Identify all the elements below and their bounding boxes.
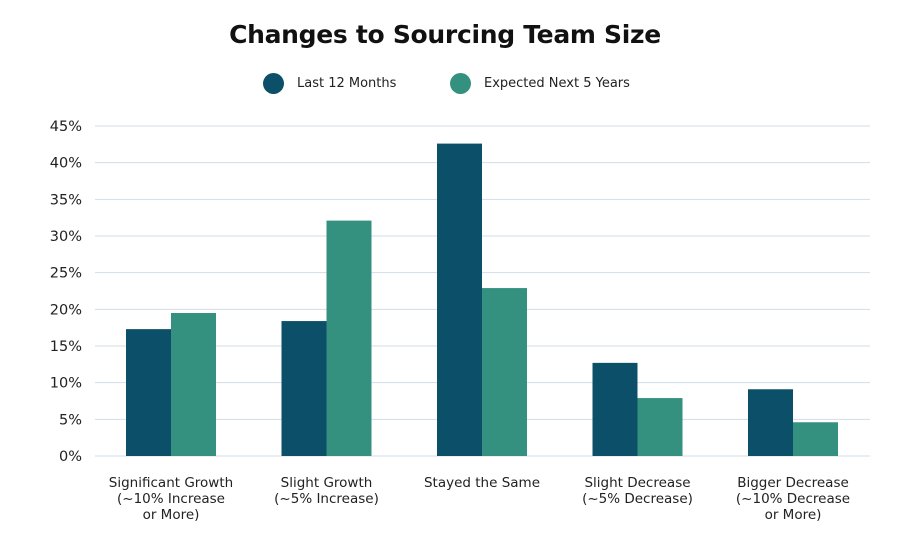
x-category-label-line: Slight Growth bbox=[281, 475, 373, 491]
x-category-label-line: (~5% Increase) bbox=[274, 491, 379, 507]
legend-swatch-circle-icon bbox=[450, 73, 471, 94]
x-category-label-line: (~5% Decrease) bbox=[582, 491, 693, 507]
bar-last-12-months bbox=[592, 362, 638, 456]
y-tick-label: 10% bbox=[50, 376, 82, 392]
x-category-label-line: Stayed the Same bbox=[424, 475, 540, 491]
x-category-label-line: or More) bbox=[765, 507, 822, 523]
y-tick-label: 45% bbox=[50, 119, 82, 135]
y-tick-label: 35% bbox=[50, 192, 82, 208]
bar-last-12-months bbox=[281, 321, 327, 456]
x-category-label-line: Bigger Decrease bbox=[737, 475, 849, 491]
bar-expected-next-5-years bbox=[326, 220, 372, 456]
x-category-label-line: (~10% Decrease bbox=[736, 491, 850, 507]
bar-expected-next-5-years bbox=[482, 288, 527, 456]
bar-last-12-months bbox=[126, 329, 171, 456]
bar-expected-next-5-years bbox=[171, 313, 216, 456]
y-tick-label: 15% bbox=[50, 339, 82, 355]
chart-title: Changes to Sourcing Team Size bbox=[229, 20, 661, 49]
bar-expected-next-5-years bbox=[637, 398, 683, 456]
y-tick-label: 30% bbox=[50, 229, 82, 245]
y-tick-label: 0% bbox=[59, 449, 82, 465]
legend-label: Last 12 Months bbox=[297, 76, 397, 91]
legend: Last 12 Months Expected Next 5 Years bbox=[0, 73, 914, 95]
x-category-label: Slight Decrease (~5% Decrease) bbox=[582, 475, 693, 507]
y-tick-label: 25% bbox=[50, 266, 82, 282]
y-tick-label: 5% bbox=[59, 412, 82, 428]
x-category-label-line: Significant Growth bbox=[109, 475, 233, 491]
x-category-label: Stayed the Same bbox=[424, 475, 540, 491]
x-category-label-line: Slight Decrease bbox=[584, 475, 690, 491]
legend-item-expected-next-5-years: Expected Next 5 Years bbox=[450, 73, 630, 94]
legend-item-last-12-months: Last 12 Months bbox=[263, 73, 396, 94]
x-category-label-line: or More) bbox=[143, 507, 200, 523]
bar-last-12-months bbox=[437, 143, 482, 456]
y-tick-label: 40% bbox=[50, 156, 82, 172]
x-category-label: Slight Growth (~5% Increase) bbox=[274, 475, 379, 507]
legend-swatch-circle-icon bbox=[263, 73, 284, 94]
legend-label: Expected Next 5 Years bbox=[484, 76, 630, 91]
x-category-label: Significant Growth (~10% Increase or More) bbox=[109, 475, 233, 523]
x-category-label-line: (~10% Increase bbox=[117, 491, 225, 507]
y-tick-label: 20% bbox=[50, 302, 82, 318]
bar-expected-next-5-years bbox=[793, 422, 838, 456]
x-category-label: Bigger Decrease (~10% Decrease or More) bbox=[736, 475, 850, 523]
bar-last-12-months bbox=[748, 389, 793, 456]
